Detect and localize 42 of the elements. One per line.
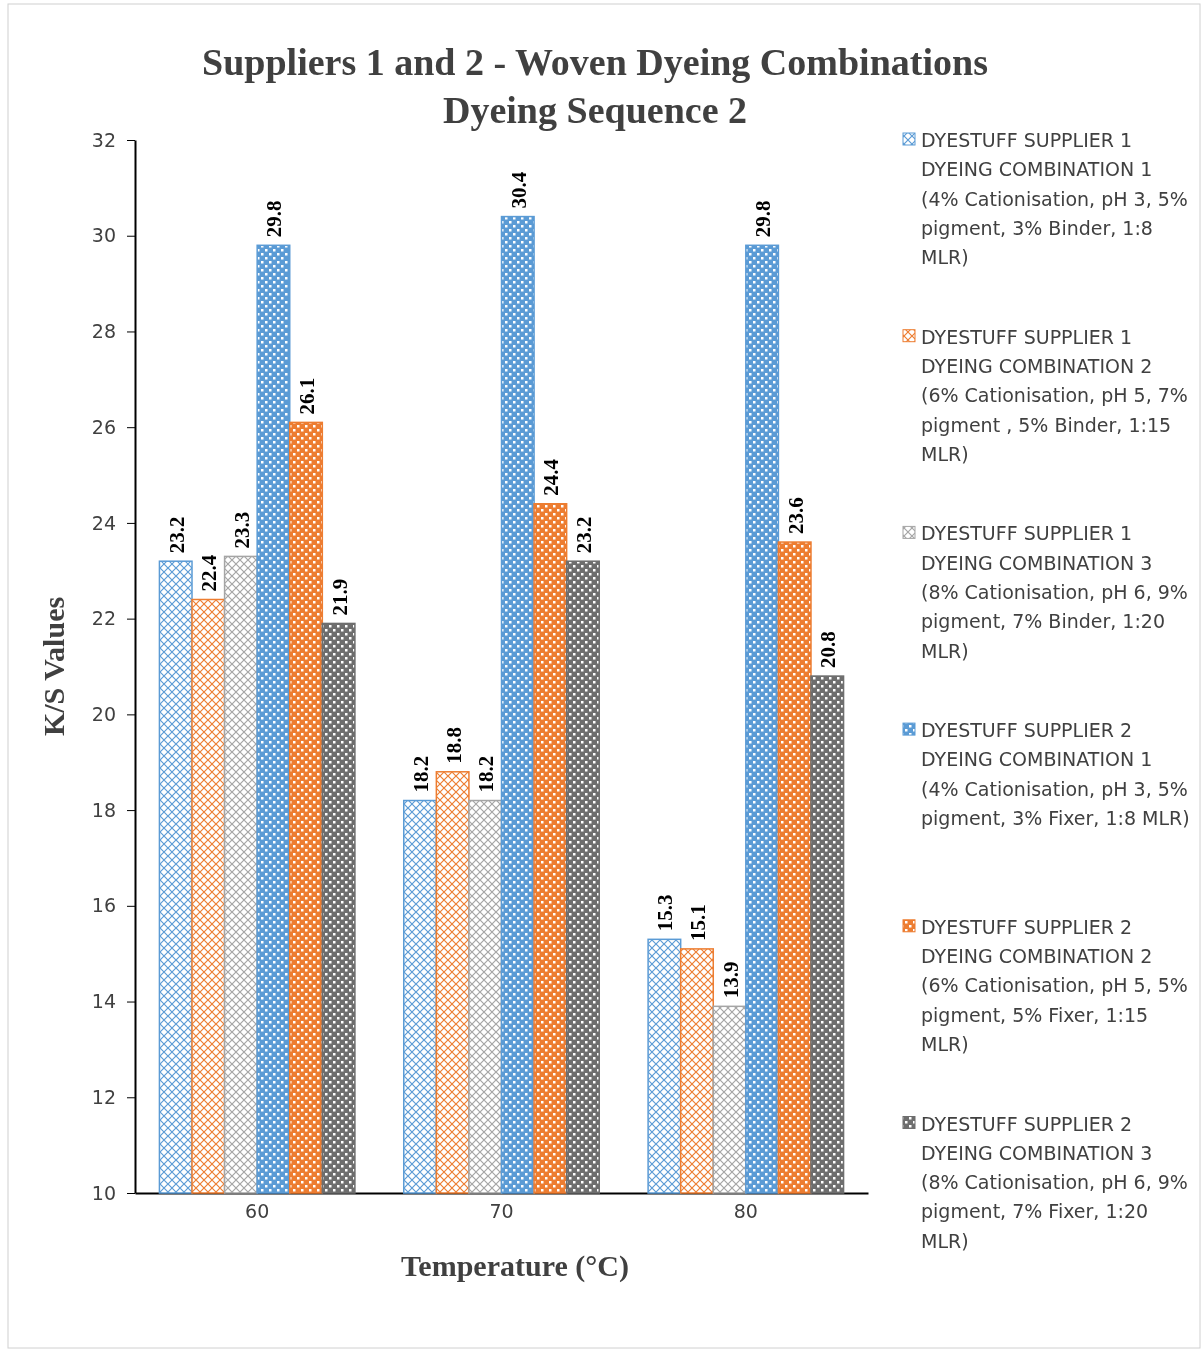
y-tick-label: 26 bbox=[91, 415, 116, 438]
data-label: 23.6 bbox=[783, 497, 808, 535]
y-tick-label: 24 bbox=[91, 511, 116, 534]
data-label: 26.1 bbox=[295, 377, 320, 415]
y-tick-label: 22 bbox=[91, 607, 116, 630]
data-label: 13.9 bbox=[718, 961, 743, 999]
y-axis-title: K/S Values bbox=[37, 596, 70, 737]
legend-label: DYESTUFF SUPPLIER 1 DYEING COMBINATION 1 (4% Cationisation, pH 3, 5% pigment, 3% Binder, 1:8 MLR) bbox=[921, 129, 1188, 269]
data-label: 21.9 bbox=[327, 578, 352, 616]
y-tick-label: 10 bbox=[91, 1181, 116, 1204]
y-tick-label: 32 bbox=[91, 128, 116, 151]
data-label: 15.3 bbox=[653, 894, 678, 932]
data-label: 23.2 bbox=[164, 516, 189, 554]
data-label: 18.2 bbox=[474, 755, 499, 793]
x-axis-title: Temperature (°C) bbox=[401, 1249, 629, 1283]
y-tick-label: 28 bbox=[91, 320, 116, 343]
y-tick-label: 16 bbox=[91, 894, 116, 917]
y-tick-label: 18 bbox=[91, 798, 116, 821]
data-label: 18.2 bbox=[409, 755, 434, 793]
data-label: 24.4 bbox=[539, 458, 564, 496]
legend-label: DYESTUFF SUPPLIER 2 DYEING COMBINATION 2 (6% Cationisation, pH 5, 5% pigment, 5% Fixer, 1:15 MLR) bbox=[921, 915, 1188, 1055]
data-label: 20.8 bbox=[816, 631, 841, 669]
y-tick-label: 12 bbox=[91, 1085, 116, 1108]
legend-label: DYESTUFF SUPPLIER 2 DYEING COMBINATION 3 (8% Cationisation, pH 6, 9% pigment, 7% Fixer, 1:20 MLR) bbox=[921, 1112, 1188, 1252]
data-label: 29.8 bbox=[262, 200, 287, 238]
data-label: 18.8 bbox=[441, 727, 466, 764]
y-tick-label: 30 bbox=[91, 224, 116, 247]
legend-label: DYESTUFF SUPPLIER 2 DYEING COMBINATION 1 (4% Cationisation, pH 3, 5% pigment, 3% Fixer, 1:8 MLR) bbox=[921, 719, 1190, 829]
data-label: 30.4 bbox=[506, 171, 531, 209]
data-label: 23.3 bbox=[229, 511, 254, 549]
x-tick-label: 80 bbox=[733, 1200, 758, 1222]
x-tick-label: 70 bbox=[489, 1200, 514, 1222]
y-tick-label: 20 bbox=[91, 702, 116, 725]
data-label: 29.8 bbox=[751, 200, 776, 238]
chart-title: Suppliers 1 and 2 - Woven Dyeing Combinations Dyeing Sequence 2 bbox=[202, 41, 988, 131]
legend-label: DYESTUFF SUPPLIER 1 DYEING COMBINATION 3 (8% Cationisation, pH 6, 9% pigment, 7% Binder, 1:20 MLR) bbox=[921, 522, 1188, 662]
data-label: 22.4 bbox=[197, 554, 222, 592]
y-tick-label: 14 bbox=[91, 990, 116, 1013]
x-tick-label: 60 bbox=[245, 1200, 270, 1222]
data-label: 15.1 bbox=[685, 904, 710, 941]
data-label: 23.2 bbox=[571, 516, 596, 554]
legend-label: DYESTUFF SUPPLIER 1 DYEING COMBINATION 2 (6% Cationisation, pH 5, 7% pigment , 5% Binder, 1:15 MLR) bbox=[921, 325, 1188, 465]
